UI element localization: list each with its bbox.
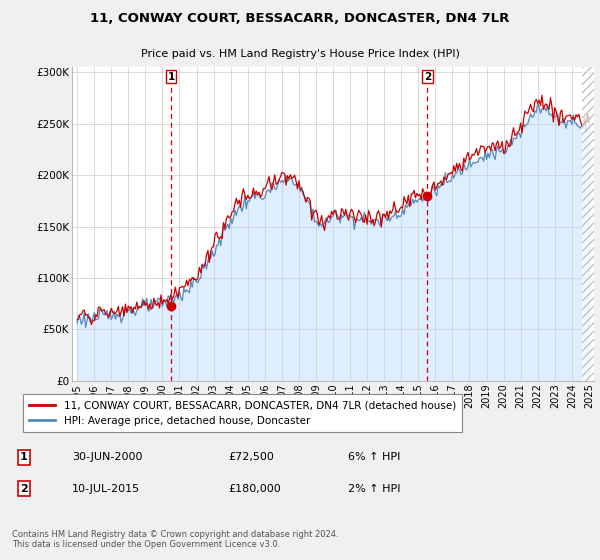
Text: 6% ↑ HPI: 6% ↑ HPI <box>348 452 400 462</box>
Text: 11, CONWAY COURT, BESSACARR, DONCASTER, DN4 7LR: 11, CONWAY COURT, BESSACARR, DONCASTER, … <box>91 12 509 25</box>
Text: Contains HM Land Registry data © Crown copyright and database right 2024.
This d: Contains HM Land Registry data © Crown c… <box>12 530 338 549</box>
Bar <box>582 67 594 381</box>
Text: 10-JUL-2015: 10-JUL-2015 <box>72 484 140 493</box>
Text: 2% ↑ HPI: 2% ↑ HPI <box>348 484 401 493</box>
Text: 1: 1 <box>20 452 28 462</box>
Text: 2: 2 <box>20 484 28 493</box>
Text: 2: 2 <box>424 72 431 82</box>
Text: £72,500: £72,500 <box>228 452 274 462</box>
Text: Price paid vs. HM Land Registry's House Price Index (HPI): Price paid vs. HM Land Registry's House … <box>140 49 460 59</box>
Legend: 11, CONWAY COURT, BESSACARR, DONCASTER, DN4 7LR (detached house), HPI: Average p: 11, CONWAY COURT, BESSACARR, DONCASTER, … <box>23 394 462 432</box>
Text: 30-JUN-2000: 30-JUN-2000 <box>72 452 143 462</box>
Text: £180,000: £180,000 <box>228 484 281 493</box>
Text: 1: 1 <box>167 72 175 82</box>
